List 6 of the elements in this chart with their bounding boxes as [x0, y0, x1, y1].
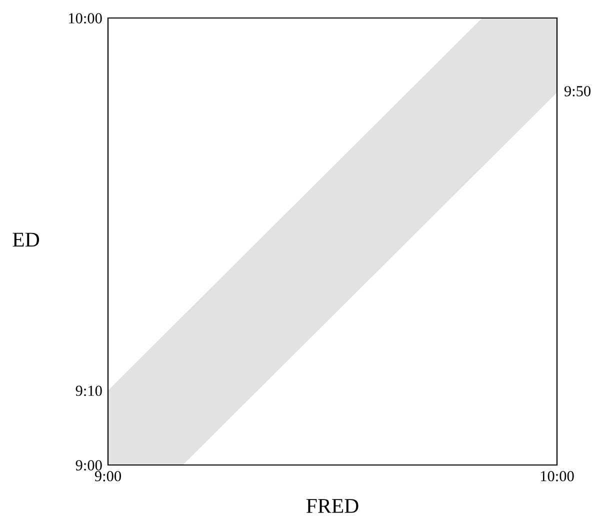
annotation: 9:50: [564, 86, 591, 96]
y-tick-label: 9:10: [76, 386, 102, 396]
y-tick-label: 10:00: [68, 13, 102, 24]
y-axis-title: ED: [12, 232, 40, 247]
x-axis-title: FRED: [306, 499, 358, 513]
y-tick-label: 9:00: [76, 460, 102, 471]
